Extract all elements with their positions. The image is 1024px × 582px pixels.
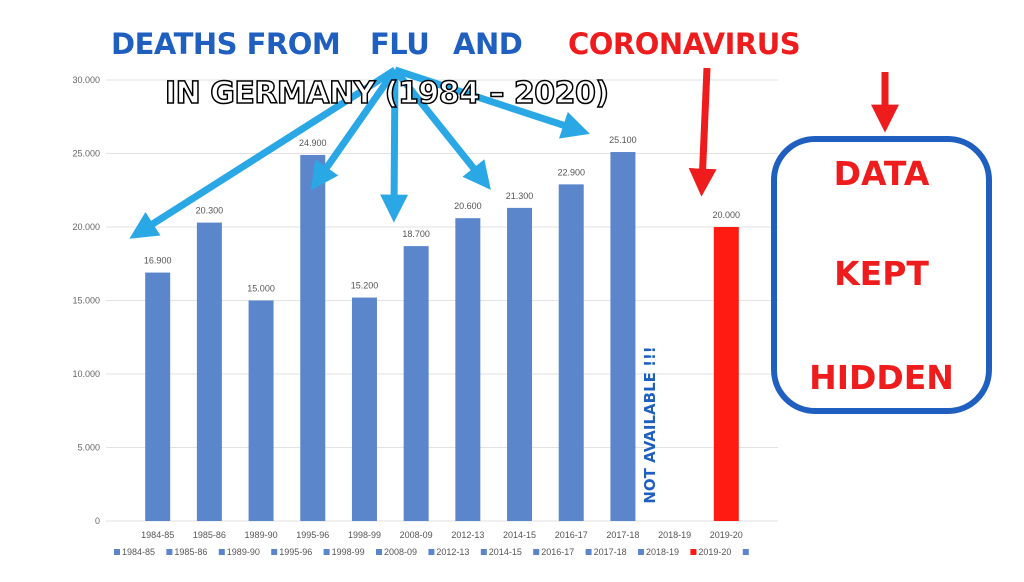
x-tick-label: 1989-90 — [245, 530, 278, 540]
x-tick-label: 1998-99 — [348, 530, 381, 540]
legend: 1984-85 1985-86 1989-90 1995-96 1998-99 2008-… — [114, 547, 749, 557]
not-available-note: NOT AVAILABLE !!! — [641, 346, 659, 504]
legend-label: 2008-09 — [384, 547, 417, 557]
bar-value-label: 18.700 — [402, 229, 430, 239]
bar-2012-13 — [455, 218, 481, 521]
legend-swatch — [114, 549, 120, 555]
x-tick-label: 1995-96 — [296, 530, 329, 540]
box-line-data: DATA — [833, 154, 930, 193]
legend-label: 2014-15 — [489, 547, 522, 557]
legend-label: 2018-19 — [646, 547, 679, 557]
bar-1995-96 — [300, 154, 326, 521]
legend-swatch — [480, 549, 487, 555]
box-line-kept: KEPT — [834, 254, 929, 293]
legend-swatch — [166, 549, 173, 555]
y-tick-label: 15.000 — [72, 296, 100, 306]
legend-swatch-extra — [742, 549, 749, 555]
bar-value-label: 24.900 — [299, 138, 327, 148]
y-tick-label: 20.000 — [72, 222, 100, 232]
x-tick-label: 1984-85 — [141, 530, 174, 540]
annotation-arrows — [129, 66, 899, 239]
box-line-hidden: HIDDEN — [809, 358, 954, 397]
x-tick-label: 2012-13 — [451, 530, 484, 540]
arrow-to-2014-15 — [392, 67, 491, 190]
bar-2008-09 — [403, 246, 429, 522]
legend-swatch — [271, 549, 278, 555]
legend-swatch — [585, 549, 592, 555]
y-axis-ticks: 0 5.000 10.000 15.000 20.000 25.000 30.000 — [72, 75, 100, 526]
x-tick-label: 2019-20 — [710, 530, 743, 540]
arrow-to-2019-20 — [688, 67, 717, 197]
x-tick-label: 2014-15 — [503, 530, 536, 540]
legend-label: 1989-90 — [227, 547, 260, 557]
chart-subtitle: IN GERMANY (1984 – 2020) — [164, 75, 610, 112]
arrow-to-1995-96 — [310, 67, 398, 191]
bar-2014-15 — [507, 207, 533, 521]
bar-1998-99 — [351, 297, 377, 521]
title-coronavirus: CORONAVIRUS — [568, 27, 801, 61]
bar-value-label: 20.300 — [196, 206, 224, 216]
bar-value-label: 16.900 — [144, 256, 172, 266]
title-and: AND — [453, 27, 523, 61]
bar-1989-90 — [248, 300, 274, 521]
bar-value-label: 20.000 — [713, 210, 741, 220]
arrow-to-2008-09 — [380, 69, 409, 223]
title-deaths-from: DEATHS FROM — [111, 27, 341, 61]
bars — [145, 152, 739, 522]
bar-2017-18 — [610, 152, 636, 521]
data-kept-hidden-box: DATA KEPT HIDDEN — [771, 136, 992, 414]
bar-1985-86 — [196, 222, 222, 521]
bar-value-labels: 16.900 20.300 15.000 24.900 15.200 18.700 20.6… — [144, 135, 740, 293]
title-flu: FLU — [370, 27, 430, 61]
x-tick-label: 2017-18 — [606, 530, 639, 540]
bar-value-label: 15.000 — [247, 284, 275, 294]
x-tick-label: 2018-19 — [658, 530, 691, 540]
legend-label: 2017-18 — [594, 547, 627, 557]
legend-swatch — [638, 549, 644, 555]
legend-swatch — [376, 549, 382, 555]
legend-swatch — [323, 549, 330, 555]
y-tick-label: 25.000 — [72, 149, 100, 159]
x-tick-label: 2016-17 — [555, 530, 588, 540]
bar-2019-20 — [713, 227, 739, 521]
y-tick-label: 5.000 — [77, 443, 100, 453]
legend-swatch — [428, 549, 435, 555]
legend-label: 1995-96 — [279, 547, 312, 557]
bar-value-label: 22.900 — [557, 167, 585, 177]
x-axis-ticks: 1984-85 1985-86 1989-90 1995-96 1998-99 2008-… — [141, 530, 743, 540]
x-tick-label: 2008-09 — [400, 530, 433, 540]
arrow-to-1984-85 — [129, 67, 397, 239]
legend-label: 1984-85 — [122, 547, 155, 557]
bar-1984-85 — [145, 272, 171, 521]
legend-swatch — [533, 549, 540, 555]
legend-swatch — [218, 549, 225, 555]
bar-2016-17 — [558, 184, 584, 521]
legend-label: 2016-17 — [541, 547, 574, 557]
y-tick-label: 0 — [95, 516, 100, 526]
legend-label: 2019-20 — [698, 547, 731, 557]
legend-swatch — [690, 549, 697, 555]
bar-value-label: 21.300 — [506, 191, 534, 201]
y-tick-label: 10.000 — [72, 369, 100, 379]
bar-value-label: 25.100 — [609, 135, 637, 145]
arrow-to-2017-18 — [393, 66, 590, 139]
legend-label: 1998-99 — [332, 547, 365, 557]
bar-value-label: 15.200 — [351, 281, 379, 291]
y-tick-label: 30.000 — [72, 75, 100, 85]
legend-label: 1985-86 — [174, 547, 207, 557]
bar-value-label: 20.600 — [454, 201, 482, 211]
legend-label: 2012-13 — [436, 547, 469, 557]
x-tick-label: 1985-86 — [193, 530, 226, 540]
